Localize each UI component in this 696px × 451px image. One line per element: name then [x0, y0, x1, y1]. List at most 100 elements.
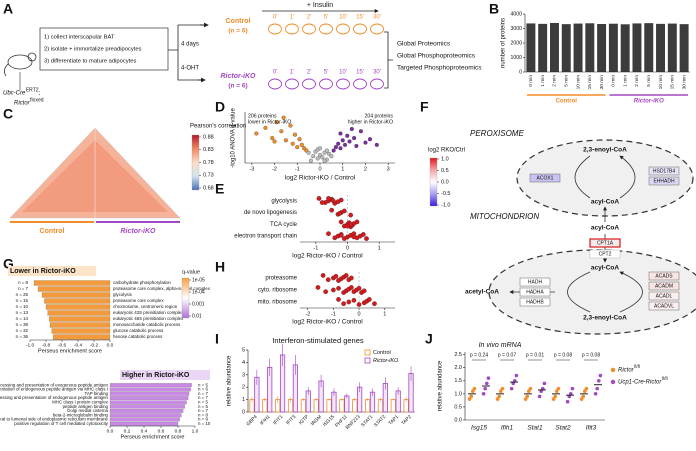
enzyme: HADH — [528, 279, 543, 285]
x-tick-label: IGTP — [298, 414, 310, 426]
y-axis-label: relative abundance — [227, 355, 233, 406]
point — [329, 207, 335, 213]
y-tick-label: 0 — [519, 69, 522, 75]
point — [331, 287, 336, 293]
x-tick-label: IFIH1 — [259, 414, 272, 427]
term: eukaryotic 48S preinitiation complex — [113, 316, 184, 321]
p-value: p = 0.24 — [470, 352, 488, 358]
bar — [561, 24, 571, 72]
metabolite: acetyl-CoA — [465, 289, 499, 296]
point — [374, 142, 379, 147]
point — [556, 386, 561, 391]
point — [336, 141, 341, 146]
duration: 4 days — [181, 42, 199, 48]
x-tick-label: TAP2 — [400, 414, 413, 427]
x-tick-label: -0.2 — [90, 342, 99, 348]
point — [469, 394, 474, 399]
point — [338, 232, 344, 238]
legend-dot — [610, 367, 616, 373]
term: chromosome, centromeric region — [113, 304, 178, 309]
compartment-label: MITOCHONDRION — [470, 212, 539, 221]
point — [356, 285, 362, 291]
x-tick-label: 2 min — [634, 75, 640, 87]
dish — [319, 23, 333, 35]
point — [326, 231, 331, 237]
enzyme-box — [648, 281, 680, 291]
point — [349, 285, 354, 290]
colorbar — [429, 157, 438, 207]
x-tick-label: 0 — [358, 311, 361, 317]
point — [485, 381, 489, 386]
n-label: n = 15 — [16, 298, 29, 303]
point — [254, 131, 259, 136]
point — [341, 301, 346, 307]
term: eukaryotic 43S preinitiation complex — [113, 310, 184, 315]
point — [472, 386, 477, 391]
n-label: n = 9 — [198, 417, 208, 422]
group-title: Higher in Rictor-iKO — [122, 372, 190, 379]
x-tick-label: 0.0 — [107, 428, 114, 434]
n-label: n = 5 — [198, 404, 208, 409]
point — [348, 212, 354, 218]
bar — [109, 396, 189, 400]
y-tick-label: 3000 — [510, 26, 522, 32]
category-label: proteasome — [265, 276, 297, 282]
legend-dot — [610, 379, 616, 385]
x-tick-label: -2 — [305, 311, 310, 317]
timepoint: 2' — [307, 70, 311, 76]
x-tick-label: RNF213 — [345, 414, 362, 431]
panel-letter: C — [3, 106, 13, 122]
point — [338, 146, 343, 151]
p-value: p = 0.08 — [554, 352, 572, 358]
step: 3) differentiate to mature adipocytes — [44, 59, 136, 65]
point — [297, 137, 302, 142]
x-tick-label: -1.0 — [26, 342, 35, 348]
bar — [44, 298, 111, 304]
enzyme-box — [519, 297, 551, 307]
group-label: Rictor-iKO — [634, 99, 664, 105]
category-label: glycolysis — [271, 198, 297, 204]
point — [579, 397, 584, 401]
n-label: n = 8 — [198, 412, 208, 417]
x-tick-label: STAT1 — [360, 414, 375, 429]
enzyme: EHHADH — [653, 178, 675, 184]
x-tick-label: 1 — [383, 311, 386, 317]
bar — [51, 328, 111, 334]
colorbar-label: 0.73 — [203, 173, 214, 179]
step: 2) isolate + immortalize preadipocytes — [44, 47, 142, 53]
point — [322, 158, 327, 163]
bar — [339, 399, 345, 413]
x-tick-label: 0.8 — [175, 428, 182, 434]
bar — [549, 22, 559, 73]
point — [329, 154, 334, 159]
superscript: fl/fl — [634, 364, 640, 369]
dish — [336, 23, 350, 35]
genotype: Ubc-Cre — [3, 91, 26, 97]
bar — [573, 23, 583, 72]
dish — [268, 23, 282, 35]
p-value: p = 0.07 — [498, 352, 516, 358]
enzyme: HSD17B4 — [653, 168, 675, 174]
y-tick-label: 2.0 — [454, 365, 462, 371]
y-tick-label: 4 — [242, 360, 245, 366]
bar — [37, 286, 111, 292]
chart-title: Interferon-stimulated genes — [272, 336, 364, 345]
p-value: p = 0.01 — [526, 352, 544, 358]
x-tick-label: 1 min — [622, 75, 628, 87]
bar — [109, 400, 187, 405]
title-box — [120, 370, 210, 380]
bar — [620, 24, 630, 73]
point — [367, 137, 373, 142]
x-tick-label: Ifit3 — [586, 425, 597, 432]
point — [553, 394, 557, 399]
point — [315, 156, 320, 161]
point — [351, 297, 357, 303]
point — [325, 277, 331, 283]
legend-swatch — [364, 349, 371, 356]
bar — [526, 23, 536, 72]
point — [338, 131, 343, 136]
point — [338, 197, 344, 203]
colorbar — [181, 277, 190, 319]
point — [338, 219, 344, 225]
point — [495, 397, 500, 401]
